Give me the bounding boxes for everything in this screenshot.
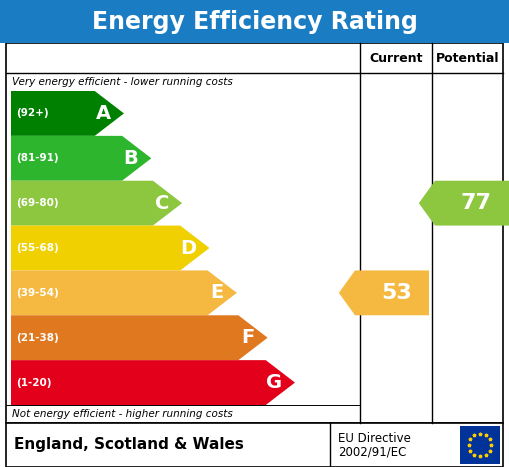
Text: A: A: [96, 104, 111, 123]
Text: Current: Current: [369, 51, 423, 64]
Bar: [460, 426, 500, 464]
Polygon shape: [419, 181, 509, 226]
Polygon shape: [339, 270, 429, 315]
Text: 2002/91/EC: 2002/91/EC: [338, 446, 406, 459]
Text: (55-68): (55-68): [16, 243, 59, 253]
Text: (69-80): (69-80): [16, 198, 59, 208]
Polygon shape: [11, 136, 151, 181]
Text: E: E: [210, 283, 223, 302]
Text: EU Directive: EU Directive: [338, 432, 411, 445]
Polygon shape: [11, 315, 268, 360]
Text: (21-38): (21-38): [16, 333, 59, 343]
Bar: [0, 0, 509, 43]
Text: B: B: [123, 149, 138, 168]
Text: 53: 53: [382, 283, 412, 303]
Text: 77: 77: [461, 193, 492, 213]
Polygon shape: [11, 360, 295, 405]
Polygon shape: [11, 226, 210, 270]
Text: Energy Efficiency Rating: Energy Efficiency Rating: [92, 9, 417, 34]
Polygon shape: [11, 91, 124, 136]
Text: G: G: [266, 373, 282, 392]
Text: England, Scotland & Wales: England, Scotland & Wales: [14, 438, 244, 453]
Text: Very energy efficient - lower running costs: Very energy efficient - lower running co…: [12, 77, 233, 87]
Text: C: C: [155, 194, 169, 212]
Text: F: F: [241, 328, 254, 347]
Bar: [6, 423, 503, 467]
Text: Potential: Potential: [436, 51, 499, 64]
Text: (92+): (92+): [16, 108, 49, 119]
Polygon shape: [11, 181, 182, 226]
Polygon shape: [11, 270, 237, 315]
Bar: [6, 43, 503, 423]
Text: (1-20): (1-20): [16, 378, 51, 388]
Text: (81-91): (81-91): [16, 153, 59, 163]
Text: Not energy efficient - higher running costs: Not energy efficient - higher running co…: [12, 409, 233, 419]
Text: (39-54): (39-54): [16, 288, 59, 298]
Text: D: D: [180, 239, 196, 257]
